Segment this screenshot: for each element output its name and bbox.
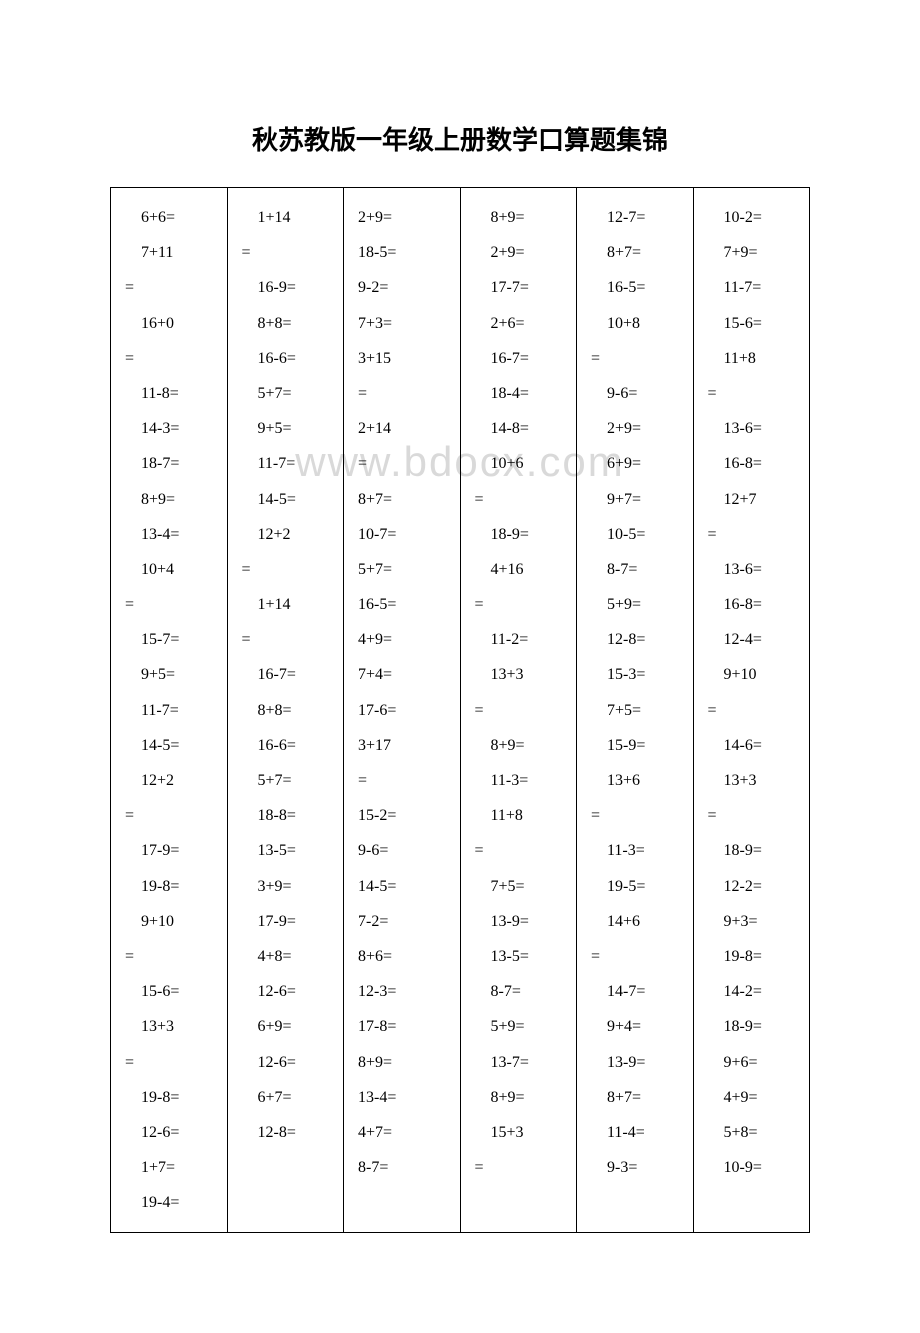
- column-2: 1+14 = 16-9= 8+8= 16-6= 5+7= 9+5= 11-7= …: [228, 188, 345, 1232]
- column-3: 2+9= 18-5= 9-2= 7+3= 3+15 = 2+14 = 8+7= …: [344, 188, 461, 1232]
- column-4: 8+9= 2+9= 17-7= 2+6= 16-7= 18-4= 14-8= 1…: [461, 188, 578, 1232]
- problems-table: 6+6= 7+11 = 16+0 = 11-8= 14-3= 18-7= 8+9…: [110, 187, 810, 1233]
- page-title: 秋苏教版一年级上册数学口算题集锦: [110, 120, 810, 157]
- column-5: 12-7= 8+7= 16-5= 10+8 = 9-6= 2+9= 6+9= 9…: [577, 188, 694, 1232]
- column-1: 6+6= 7+11 = 16+0 = 11-8= 14-3= 18-7= 8+9…: [111, 188, 228, 1232]
- column-6: 10-2= 7+9= 11-7= 15-6= 11+8 = 13-6= 16-8…: [694, 188, 810, 1232]
- page-content: 秋苏教版一年级上册数学口算题集锦 6+6= 7+11 = 16+0 = 11-8…: [110, 120, 810, 1233]
